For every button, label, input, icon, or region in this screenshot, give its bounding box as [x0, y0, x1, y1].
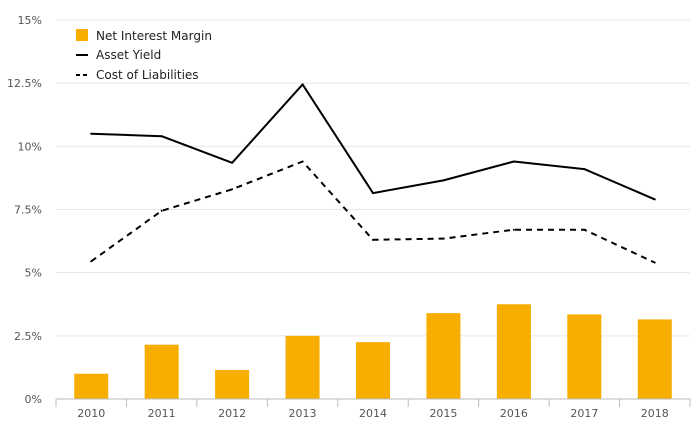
legend-label-net-interest-margin: Net Interest Margin — [96, 29, 212, 43]
point-cost-of-liabilities-2017 — [583, 228, 586, 231]
bar-2010 — [74, 373, 109, 399]
x-tick-label-2011: 2011 — [148, 407, 176, 420]
legend-label-asset-yield: Asset Yield — [96, 48, 161, 62]
point-cost-of-liabilities-2014 — [372, 238, 374, 241]
point-cost-of-liabilities-2013 — [301, 160, 304, 163]
point-cost-of-liabilities-2016 — [512, 228, 515, 231]
bar-2016 — [496, 304, 531, 399]
x-tick-label-2017: 2017 — [570, 407, 598, 420]
y-axis-ticks: 0% 2.5% 5% 7.5% 10% 12.5% 15% — [7, 14, 42, 406]
x-tick-label-2018: 2018 — [641, 407, 669, 420]
legend-label-cost-of-liabilities: Cost of Liabilities — [96, 68, 199, 82]
point-cost-of-liabilities-2012 — [231, 188, 234, 191]
point-asset-yield-2016 — [512, 160, 515, 163]
y-tick-label-15: 15% — [18, 14, 42, 27]
x-tick-label-2013: 2013 — [289, 407, 317, 420]
y-tick-label-7-5: 7.5% — [14, 204, 42, 217]
point-asset-yield-2010 — [90, 132, 93, 135]
x-tick-label-2016: 2016 — [500, 407, 528, 420]
y-tick-label-0: 0% — [25, 393, 42, 406]
point-asset-yield-2018 — [653, 198, 656, 201]
bars — [74, 304, 672, 399]
point-asset-yield-2017 — [583, 168, 586, 171]
x-tick-label-2012: 2012 — [218, 407, 246, 420]
bar-2013 — [285, 335, 320, 399]
bar-2015 — [426, 313, 461, 399]
point-asset-yield-2015 — [442, 179, 445, 182]
point-cost-of-liabilities-2015 — [442, 237, 445, 240]
point-cost-of-liabilities-2011 — [160, 209, 163, 212]
line-cost-of-liabilities — [90, 160, 656, 264]
x-tick-label-2014: 2014 — [359, 407, 387, 420]
point-cost-of-liabilities-2010 — [90, 260, 93, 263]
legend: Net Interest Margin Asset Yield Cost of … — [76, 29, 212, 82]
y-tick-label-2-5: 2.5% — [14, 330, 42, 343]
point-asset-yield-2012 — [231, 161, 234, 164]
x-tick-label-2015: 2015 — [429, 407, 457, 420]
lines — [90, 83, 656, 264]
x-axis: 2010 2011 2012 2013 2014 2015 2016 2017 2018 — [55, 398, 691, 420]
bar-2018 — [637, 319, 672, 399]
x-tick-label-2010: 2010 — [77, 407, 105, 420]
point-asset-yield-2011 — [160, 135, 163, 138]
point-cost-of-liabilities-2018 — [653, 261, 656, 264]
y-tick-label-10: 10% — [18, 140, 42, 153]
bar-2017 — [567, 314, 602, 399]
line-asset-yield — [91, 83, 656, 201]
point-asset-yield-2014 — [372, 192, 374, 195]
bar-2014 — [356, 342, 390, 399]
bar-2011 — [144, 344, 179, 399]
y-tick-label-5: 5% — [25, 267, 42, 280]
bar-2012 — [215, 369, 250, 399]
y-tick-label-12-5: 12.5% — [7, 77, 42, 90]
legend-swatch-net-interest-margin — [76, 29, 88, 41]
point-asset-yield-2013 — [301, 83, 304, 86]
